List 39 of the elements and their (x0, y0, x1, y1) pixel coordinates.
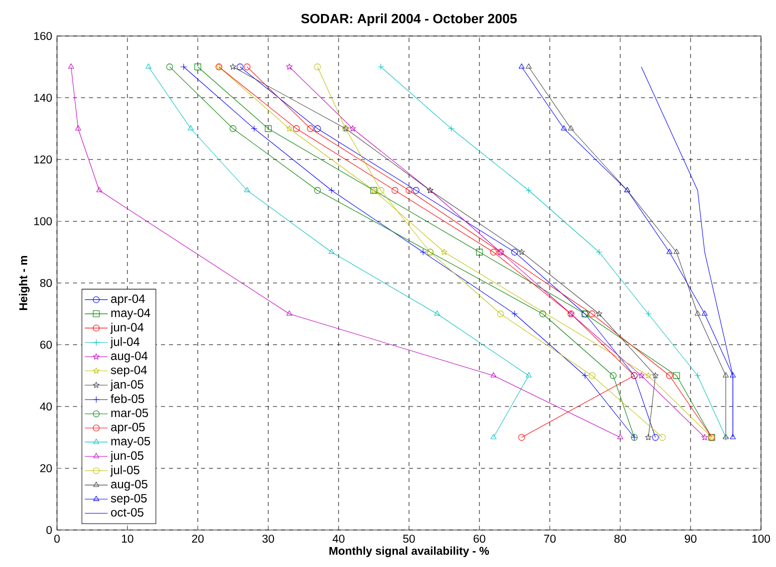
x-axis-title: Monthly signal availability - % (329, 546, 490, 558)
x-tick-label: 10 (122, 534, 134, 543)
y-tick-label: 120 (34, 155, 52, 164)
legend-label: aug-05 (111, 480, 148, 491)
y-tick-label: 60 (40, 340, 52, 349)
legend-label: may-04 (111, 308, 150, 320)
x-tick-label: 60 (474, 534, 486, 543)
legend-label: jan-05 (110, 380, 144, 391)
legend-label: jul-04 (110, 337, 140, 348)
y-tick-label: 140 (34, 94, 52, 102)
legend-label: jul-05 (110, 465, 140, 477)
x-tick-label: 50 (403, 534, 415, 543)
legend-label: oct-05 (111, 508, 144, 517)
chart-title: SODAR: April 2004 - October 2005 (301, 14, 517, 26)
x-tick-label: 40 (332, 534, 344, 543)
legend-label: sep-05 (110, 494, 147, 505)
y-tick-label: 100 (34, 217, 52, 226)
y-tick-label: 80 (40, 278, 52, 287)
legend-label: apr-05 (111, 422, 145, 434)
legend-label: jun-04 (110, 322, 144, 334)
y-axis-title: Height - m (18, 256, 30, 310)
x-tick-label: 70 (544, 534, 556, 543)
legend-label: mar-05 (111, 408, 148, 418)
x-tick-label: 80 (614, 534, 626, 543)
legend-label: feb-05 (110, 394, 144, 404)
legend-label: jun-05 (110, 451, 144, 462)
y-tick-label: 20 (40, 464, 52, 472)
legend-label: sep-04 (110, 366, 147, 377)
legend-label: aug-04 (111, 352, 148, 362)
x-tick-label: 0 (54, 534, 60, 543)
x-tick-label: 20 (192, 534, 204, 543)
x-tick-label: 100 (752, 534, 770, 543)
legend-label: may-05 (111, 436, 150, 448)
legend-label: apr-04 (111, 294, 145, 306)
y-tick-label: 160 (34, 32, 52, 40)
y-tick-label: 40 (40, 402, 52, 410)
y-tick-label: 0 (46, 526, 52, 534)
x-tick-label: 30 (262, 534, 274, 543)
x-tick-label: 90 (684, 534, 696, 543)
